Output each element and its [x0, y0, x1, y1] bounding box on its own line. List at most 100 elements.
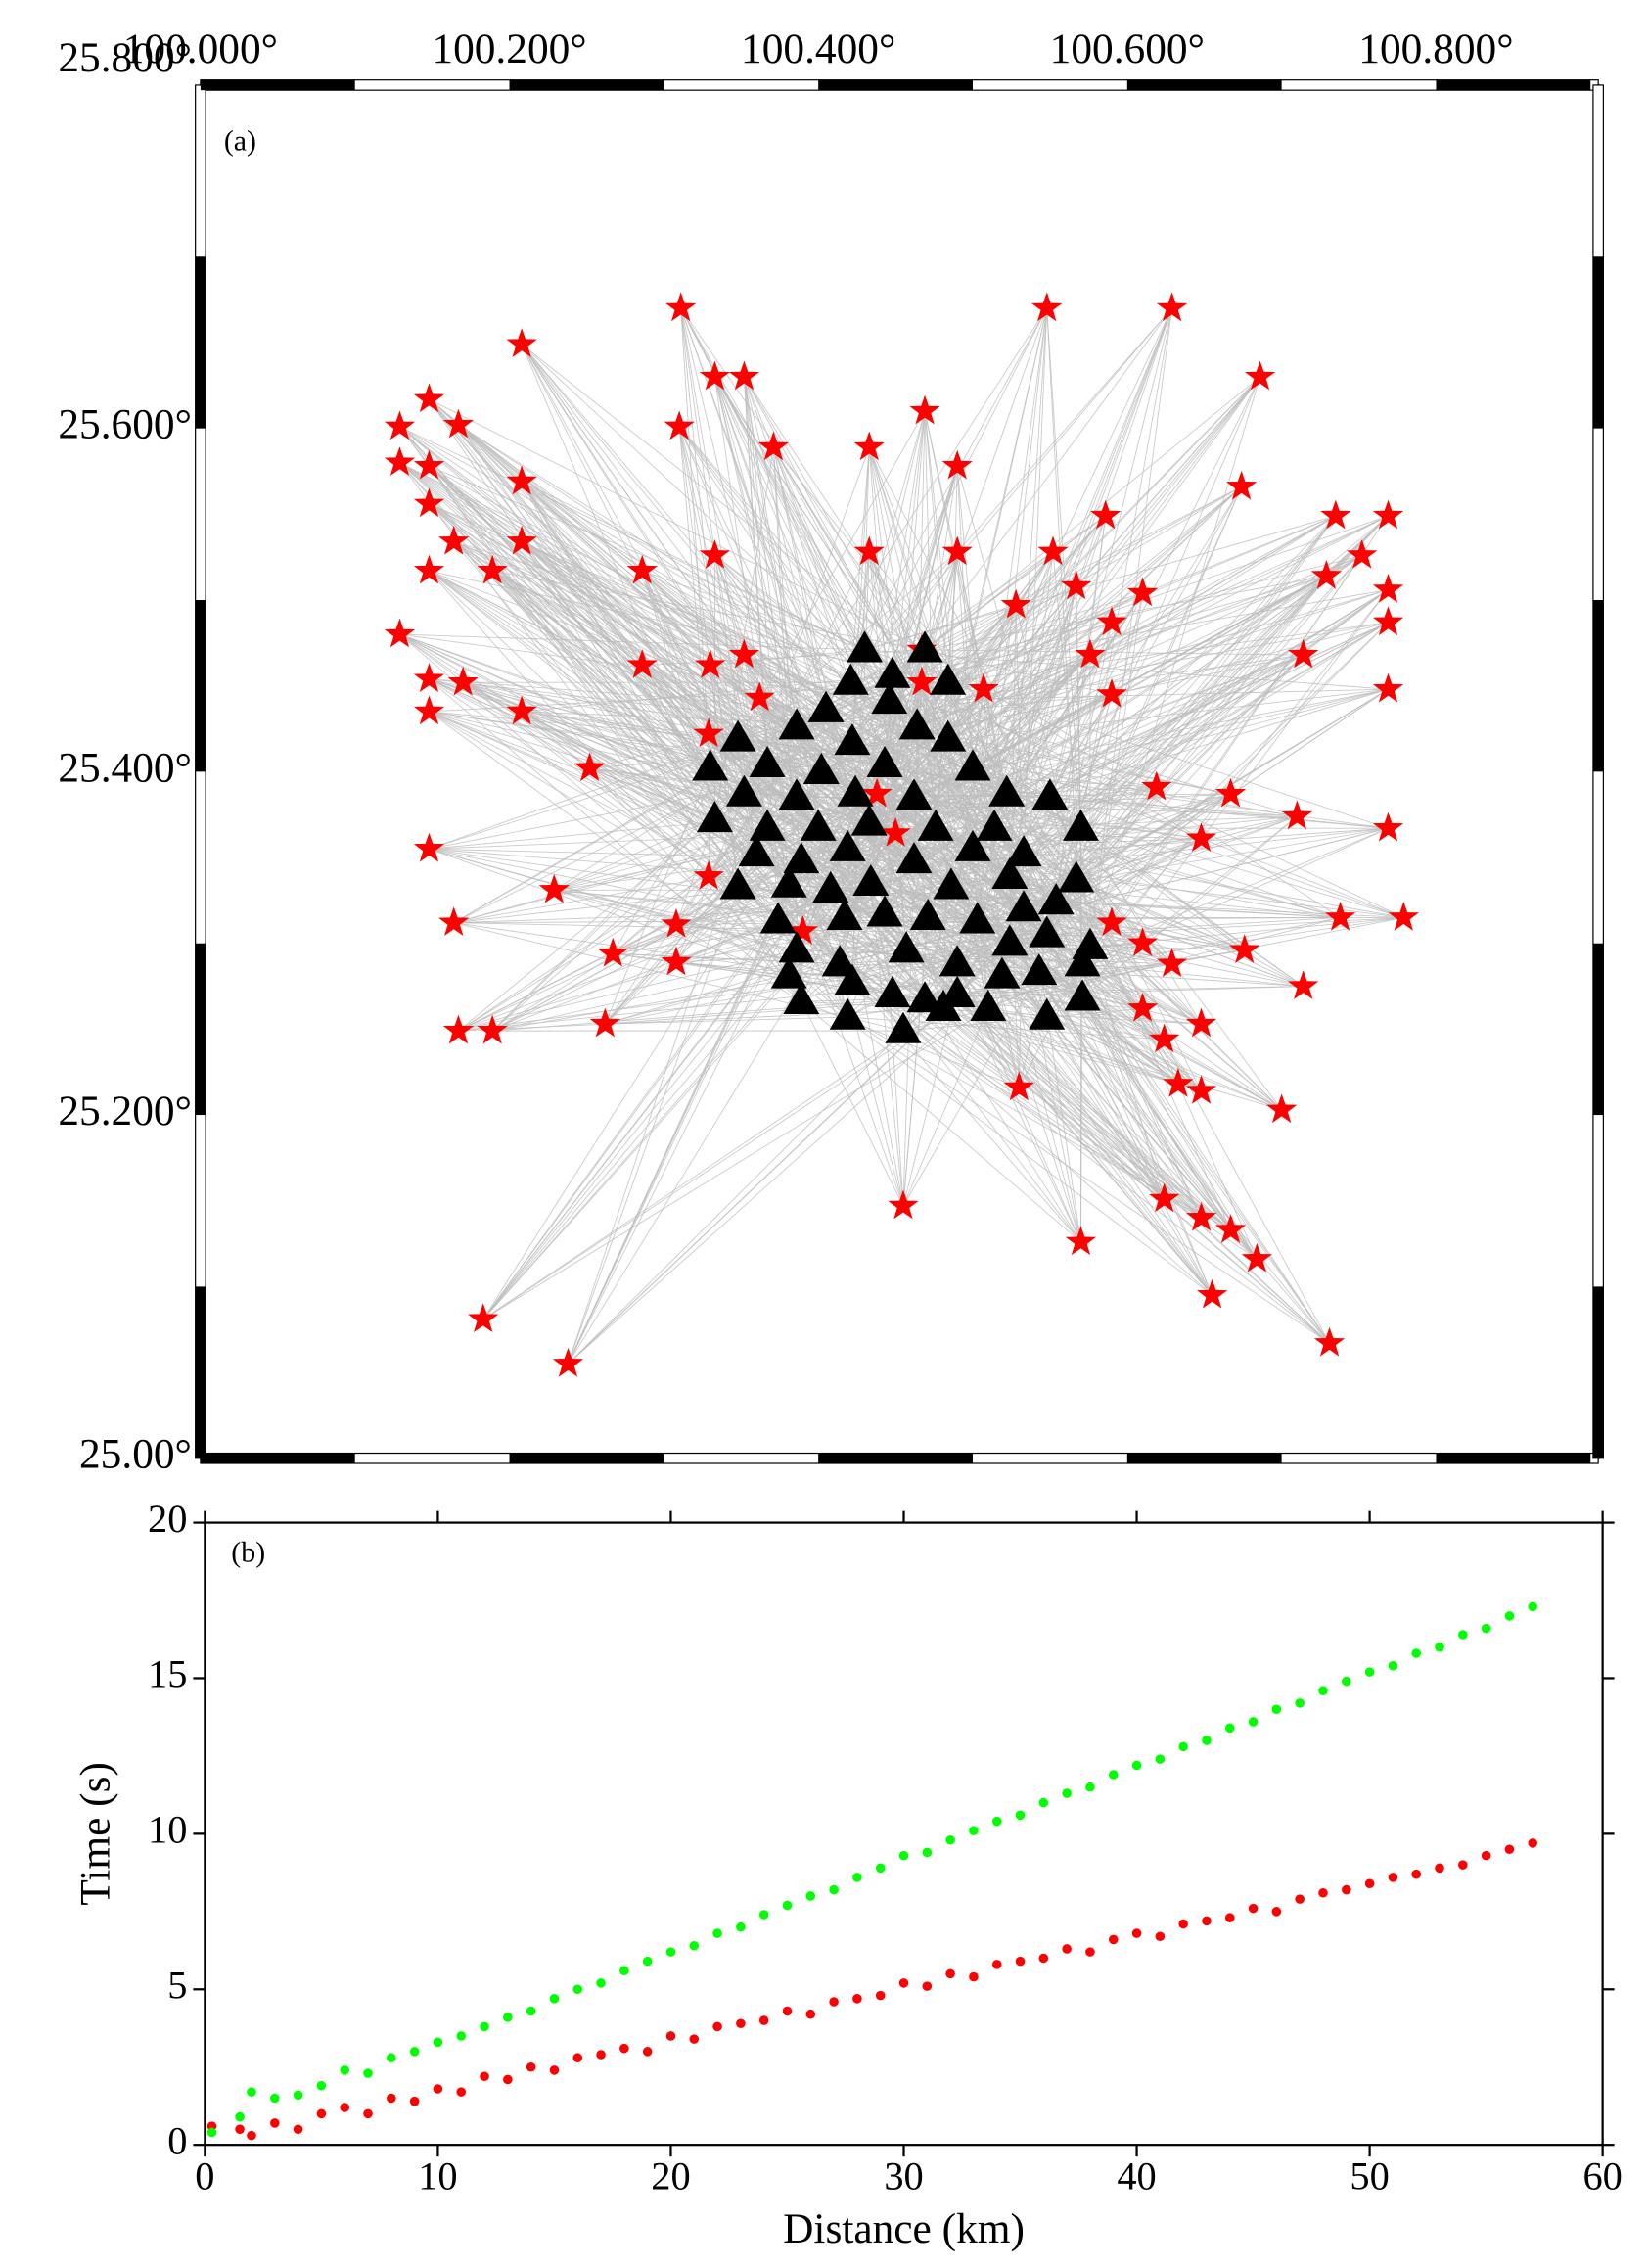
event-star [1265, 1093, 1298, 1124]
y-tick-label: 20 [148, 1497, 187, 1541]
ray-path [453, 922, 1047, 936]
y-axis-title: Time (s) [72, 1762, 119, 1906]
travel-time-point [665, 1947, 676, 1957]
ray-path [521, 711, 832, 891]
event-star [384, 410, 416, 440]
event-star [468, 1303, 499, 1333]
ray-path [892, 376, 1260, 676]
ray-path [820, 771, 1213, 1296]
travel-time-point [596, 2050, 606, 2060]
station-triangle [749, 809, 786, 841]
travel-time-point [1435, 1642, 1444, 1652]
frame-segment [195, 599, 206, 772]
ray-path [916, 654, 1091, 728]
travel-time-point [1155, 1931, 1166, 1942]
ray-path [605, 908, 1025, 1025]
travel-time-point [945, 1834, 955, 1845]
event-star [1281, 800, 1313, 830]
ray-path [1080, 793, 1231, 829]
travel-time-point [1085, 1947, 1095, 1957]
event-star [1185, 1075, 1217, 1104]
station-triangle [925, 989, 962, 1021]
station-triangle [800, 809, 837, 841]
ray-path [921, 681, 1040, 973]
y-tick-label: 5 [167, 1964, 187, 2008]
travel-time-point [549, 2065, 560, 2075]
travel-time-point [1248, 1717, 1259, 1727]
station-triangle [959, 902, 996, 934]
ray-path [884, 913, 904, 1207]
travel-time-point [1178, 1919, 1188, 1929]
station-triangle [802, 752, 840, 784]
event-star [661, 946, 692, 976]
ray-path [884, 827, 1389, 915]
event-star [693, 859, 724, 890]
event-star [442, 408, 475, 439]
ray-path [766, 827, 1165, 1041]
ray-path [924, 411, 949, 683]
station-triangle [696, 801, 733, 833]
travel-time-point [852, 1994, 862, 2004]
ray-path [802, 930, 1083, 965]
ray-path [892, 995, 1081, 1243]
ray-path [825, 709, 1231, 795]
travel-time-point [293, 2090, 303, 2101]
event-star [693, 717, 724, 748]
ray-path [1023, 515, 1337, 909]
ray-path [710, 665, 848, 1018]
ray-path [678, 426, 865, 651]
travel-time-point [1364, 1667, 1375, 1677]
station-triangle [895, 842, 933, 874]
ray-path [1076, 879, 1231, 1230]
station-triangle [807, 690, 845, 722]
frame-segment [1592, 599, 1604, 772]
station-triangle [826, 898, 863, 931]
ray-path [994, 815, 1298, 829]
x-axis-title: Distance (km) [783, 2205, 1025, 2252]
travel-time-point [596, 1978, 606, 1988]
ray-path [947, 622, 1113, 683]
ray-path [921, 682, 937, 829]
ray-path [453, 902, 1057, 924]
ray-path [714, 555, 1081, 829]
frame-segment [1592, 1286, 1604, 1458]
ray-path [491, 649, 926, 1032]
ray-path [429, 711, 739, 740]
ray-path [714, 819, 803, 932]
ray-path [675, 709, 827, 925]
ray-path [429, 678, 827, 711]
station-triangle [749, 745, 786, 777]
ray-path [429, 848, 886, 915]
ray-path [876, 793, 1083, 999]
travel-time-point [991, 1960, 1002, 1969]
station-triangle [866, 745, 903, 777]
ray-path [568, 1030, 904, 1365]
station-triangle [812, 870, 849, 903]
y-tick-label: 25.400° [58, 744, 192, 791]
event-star [1065, 1226, 1097, 1256]
travel-time-point [969, 1971, 979, 1982]
travel-time-point [1411, 1648, 1421, 1658]
ray-path [773, 446, 1025, 855]
travel-time-point [235, 2111, 245, 2122]
frame-segment [1126, 79, 1282, 91]
ray-path [568, 920, 779, 1365]
ray-path [1009, 943, 1330, 1344]
ray-path [429, 711, 886, 915]
travel-time-point [433, 2084, 443, 2094]
event-star [1288, 970, 1319, 999]
event-star [1126, 992, 1159, 1022]
ray-path [458, 889, 831, 1032]
travel-time-point [1131, 1760, 1142, 1771]
event-star [744, 681, 775, 712]
ray-path [1056, 902, 1341, 918]
event-star [1037, 535, 1069, 566]
ray-path [675, 923, 1083, 965]
station-triangle [1064, 945, 1101, 977]
travel-time-point [758, 1910, 769, 1920]
ray-path [916, 688, 984, 728]
ray-path [1046, 934, 1202, 1219]
frame-segment [509, 1453, 664, 1464]
station-triangle [1005, 835, 1042, 867]
